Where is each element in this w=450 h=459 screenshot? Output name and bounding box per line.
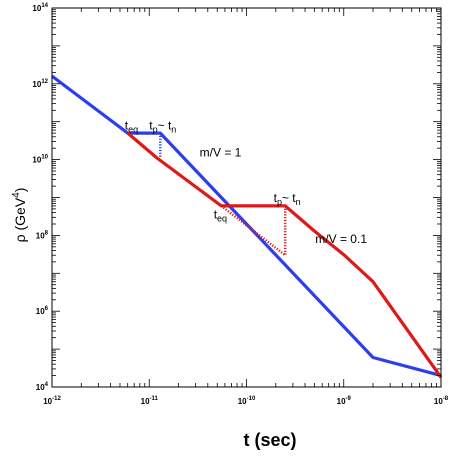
y-tick-label: 1012 bbox=[32, 79, 48, 89]
x-tick-label: 10-8 bbox=[434, 396, 449, 406]
y-tick-label: 1010 bbox=[32, 155, 48, 165]
x-axis-title: t (sec) bbox=[243, 430, 296, 450]
tick-labels: 10-12 10-11 10-10 10-9 10-8 104 106 108 1010 1012… bbox=[32, 3, 448, 406]
y-axis-title-exp: 4 bbox=[11, 192, 22, 198]
y-axis-title: ρ (GeV4) bbox=[11, 188, 28, 243]
x-tick-label: 10-12 bbox=[43, 396, 61, 406]
x-tick-label: 10-10 bbox=[238, 396, 256, 406]
series-line-0 bbox=[51, 74, 442, 378]
y-tick-label: 1014 bbox=[32, 3, 48, 13]
y-axis-title-close: ) bbox=[12, 188, 28, 193]
series-drop-3 bbox=[220, 204, 287, 257]
annotation-teq-blue: teq bbox=[125, 118, 138, 134]
axis-ticks bbox=[51, 8, 441, 388]
x-tick-label: 10-9 bbox=[337, 396, 352, 406]
y-tick-label: 104 bbox=[36, 382, 49, 392]
y-tick-label: 108 bbox=[36, 230, 49, 240]
plot-frame bbox=[51, 7, 442, 388]
annotation-teq-red: teq bbox=[214, 207, 227, 223]
annotation-mv01: m/V = 0.1 bbox=[315, 232, 367, 246]
annotation-mv1: m/V = 1 bbox=[200, 146, 242, 160]
x-tick-label: 10-11 bbox=[141, 396, 159, 406]
y-axis-title-main: ρ (GeV bbox=[12, 197, 28, 242]
annotations: teq tp~ tn m/V = 1 teq tp~ tn m/V = 0.1 bbox=[125, 118, 368, 246]
annotation-tptn-red: tp~ tn bbox=[274, 191, 301, 207]
y-tick-label: 106 bbox=[36, 306, 49, 316]
annotation-tptn-blue: tp~ tn bbox=[149, 118, 176, 134]
plot-lines bbox=[51, 74, 443, 379]
series-line-1 bbox=[126, 131, 443, 379]
